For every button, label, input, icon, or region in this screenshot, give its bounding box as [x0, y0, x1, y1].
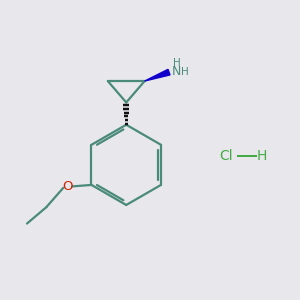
Text: N: N: [172, 65, 181, 78]
Text: H: H: [172, 58, 180, 68]
Text: H: H: [256, 149, 267, 163]
Text: O: O: [62, 180, 73, 193]
Text: H: H: [181, 67, 188, 76]
Polygon shape: [145, 69, 170, 81]
Text: Cl: Cl: [219, 149, 232, 163]
